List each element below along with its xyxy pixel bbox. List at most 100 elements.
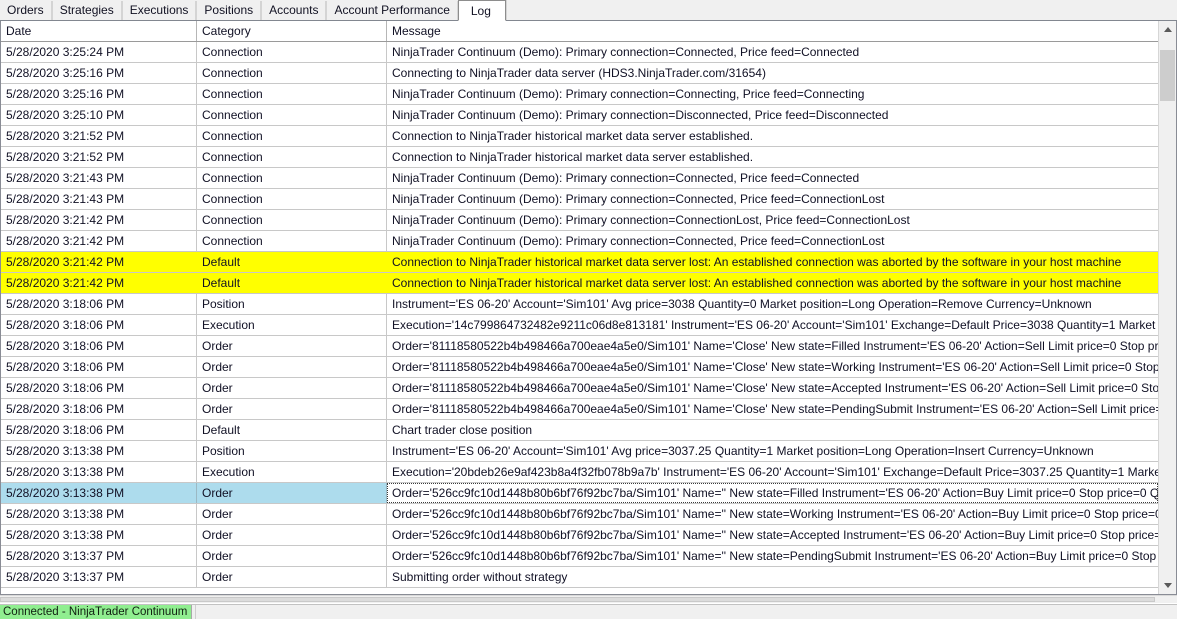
cell-category: Order: [197, 525, 387, 545]
cell-message: NinjaTrader Continuum (Demo): Primary co…: [392, 213, 910, 227]
cell-category: Connection: [197, 126, 387, 146]
cell-message: Submitting order without strategy: [392, 570, 568, 584]
cell-message: Connection to NinjaTrader historical mar…: [387, 273, 1158, 293]
cell-category: Position: [197, 294, 387, 314]
cell-category: Order: [197, 357, 387, 377]
column-header-message[interactable]: Message: [392, 24, 441, 38]
cell-date: 5/28/2020 3:21:52 PM: [1, 126, 197, 146]
table-row[interactable]: 5/28/2020 3:13:37 PM Order Order='526cc9fc…: [1, 546, 1158, 567]
cell-date: 5/28/2020 3:18:06 PM: [1, 378, 197, 398]
status-bar-empty-region: [195, 605, 1177, 619]
horizontal-scrollbar[interactable]: [0, 595, 1177, 603]
cell-message: Order='81118580522b4b498466a700eae4a5e0/…: [392, 339, 1158, 353]
table-row[interactable]: 5/28/2020 3:21:42 PM Connection NinjaTrade…: [1, 210, 1158, 231]
table-row[interactable]: 5/28/2020 3:18:06 PM Order Order='81118580…: [1, 336, 1158, 357]
cell-category: Order: [197, 504, 387, 524]
log-grid-body: Date Category Message 5/28/2020 3:25:24 …: [1, 21, 1158, 594]
table-row[interactable]: 5/28/2020 3:13:38 PM Position Instrument='…: [1, 441, 1158, 462]
cell-category: Order: [197, 546, 387, 566]
table-row[interactable]: 5/28/2020 3:13:37 PM Order Submitting orde…: [1, 567, 1158, 588]
cell-date: 5/28/2020 3:13:38 PM: [1, 525, 197, 545]
table-row[interactable]: 5/28/2020 3:18:06 PM Order Order='81118580…: [1, 399, 1158, 420]
cell-date: 5/28/2020 3:18:06 PM: [1, 357, 197, 377]
table-row[interactable]: 5/28/2020 3:13:38 PM Order Order='526cc9fc…: [1, 504, 1158, 525]
cell-category: Default: [197, 252, 387, 272]
table-row[interactable]: 5/28/2020 3:18:06 PM Order Order='81118580…: [1, 378, 1158, 399]
horizontal-scrollbar-thumb[interactable]: [0, 597, 1155, 602]
cell-date: 5/28/2020 3:21:42 PM: [1, 273, 197, 293]
table-row[interactable]: 5/28/2020 3:25:24 PM Connection NinjaTrade…: [1, 42, 1158, 63]
cell-category: Execution: [197, 462, 387, 482]
cell-message: Order='81118580522b4b498466a700eae4a5e0/…: [392, 360, 1158, 374]
table-row[interactable]: 5/28/2020 3:25:10 PM Connection NinjaTrade…: [1, 105, 1158, 126]
table-row[interactable]: 5/28/2020 3:18:06 PM Order Order='81118580…: [1, 357, 1158, 378]
cell-category: Order: [197, 336, 387, 356]
cell-message: Order='526cc9fc10d1448b80b6bf76f92bc7ba/…: [387, 483, 1158, 503]
cell-message: Execution='14c799864732482e9211c06d8e813…: [392, 318, 1158, 332]
table-row[interactable]: 5/28/2020 3:13:38 PM Order Order='526cc9fc…: [1, 483, 1158, 504]
table-row[interactable]: 5/28/2020 3:18:06 PM Execution Execution='…: [1, 315, 1158, 336]
cell-date: 5/28/2020 3:21:52 PM: [1, 147, 197, 167]
table-row[interactable]: 5/28/2020 3:25:16 PM Connection Connecting…: [1, 63, 1158, 84]
table-row[interactable]: 5/28/2020 3:21:52 PM Connection Connection…: [1, 147, 1158, 168]
scrollbar-thumb[interactable]: [1160, 50, 1175, 101]
tab-positions[interactable]: Positions: [196, 1, 262, 20]
cell-date: 5/28/2020 3:13:38 PM: [1, 483, 197, 503]
cell-date: 5/28/2020 3:25:10 PM: [1, 105, 197, 125]
column-header-date[interactable]: Date: [1, 21, 197, 41]
tab-strategies[interactable]: Strategies: [51, 1, 122, 20]
cell-message: Connection to NinjaTrader historical mar…: [392, 129, 754, 143]
cell-date: 5/28/2020 3:25:24 PM: [1, 42, 197, 62]
cell-category: Connection: [197, 168, 387, 188]
table-row[interactable]: 5/28/2020 3:18:06 PM Position Instrument='…: [1, 294, 1158, 315]
cell-message: NinjaTrader Continuum (Demo): Primary co…: [392, 108, 889, 122]
table-row[interactable]: 5/28/2020 3:21:42 PM Default Connection to…: [1, 252, 1158, 273]
table-row[interactable]: 5/28/2020 3:13:38 PM Order Order='526cc9fc…: [1, 525, 1158, 546]
cell-message: NinjaTrader Continuum (Demo): Primary co…: [392, 192, 885, 206]
cell-date: 5/28/2020 3:13:37 PM: [1, 546, 197, 566]
status-bar-separator: [192, 605, 196, 619]
cell-date: 5/28/2020 3:18:06 PM: [1, 336, 197, 356]
cell-category: Order: [197, 567, 387, 587]
table-row[interactable]: 5/28/2020 3:18:06 PM Default Chart trader …: [1, 420, 1158, 441]
cell-category: Order: [197, 378, 387, 398]
cell-category: Connection: [197, 147, 387, 167]
log-grid: Date Category Message 5/28/2020 3:25:24 …: [0, 21, 1177, 595]
tab-orders[interactable]: Orders: [0, 1, 52, 20]
table-row[interactable]: 5/28/2020 3:21:43 PM Connection NinjaTrade…: [1, 168, 1158, 189]
cell-message: Order='81118580522b4b498466a700eae4a5e0/…: [392, 381, 1158, 395]
table-row[interactable]: 5/28/2020 3:25:16 PM Connection NinjaTrade…: [1, 84, 1158, 105]
chevron-up-icon: [1163, 27, 1172, 32]
tab-account-performance[interactable]: Account Performance: [326, 1, 458, 20]
vertical-scrollbar[interactable]: [1158, 21, 1176, 594]
chevron-down-icon: [1163, 583, 1172, 588]
column-header-category[interactable]: Category: [197, 21, 387, 41]
cell-date: 5/28/2020 3:18:06 PM: [1, 420, 197, 440]
tab-accounts[interactable]: Accounts: [261, 1, 327, 20]
cell-message: Order='81118580522b4b498466a700eae4a5e0/…: [392, 402, 1158, 416]
tab-executions[interactable]: Executions: [121, 1, 197, 20]
table-row[interactable]: 5/28/2020 3:21:52 PM Connection Connection…: [1, 126, 1158, 147]
cell-message: NinjaTrader Continuum (Demo): Primary co…: [392, 45, 860, 59]
cell-category: Position: [197, 441, 387, 461]
tab-strip-filler: [505, 0, 1177, 20]
table-row[interactable]: 5/28/2020 3:13:38 PM Execution Execution='…: [1, 462, 1158, 483]
scrollbar-track[interactable]: [1159, 38, 1176, 577]
cell-date: 5/28/2020 3:25:16 PM: [1, 84, 197, 104]
cell-message: Order='526cc9fc10d1448b80b6bf76f92bc7ba/…: [392, 507, 1158, 521]
cell-category: Connection: [197, 63, 387, 83]
tab-log[interactable]: Log: [457, 0, 506, 21]
cell-category: Connection: [197, 231, 387, 251]
scroll-up-button[interactable]: [1159, 21, 1176, 38]
cell-date: 5/28/2020 3:25:16 PM: [1, 63, 197, 83]
cell-category: Connection: [197, 189, 387, 209]
cell-message: Order='526cc9fc10d1448b80b6bf76f92bc7ba/…: [392, 549, 1158, 563]
table-row[interactable]: 5/28/2020 3:21:42 PM Default Connection to…: [1, 273, 1158, 294]
grid-header-row: Date Category Message: [1, 21, 1158, 42]
scroll-down-button[interactable]: [1159, 577, 1176, 594]
table-row[interactable]: 5/28/2020 3:21:42 PM Connection NinjaTrade…: [1, 231, 1158, 252]
cell-category: Connection: [197, 105, 387, 125]
cell-date: 5/28/2020 3:18:06 PM: [1, 399, 197, 419]
cell-date: 5/28/2020 3:13:38 PM: [1, 441, 197, 461]
table-row[interactable]: 5/28/2020 3:21:43 PM Connection NinjaTrade…: [1, 189, 1158, 210]
